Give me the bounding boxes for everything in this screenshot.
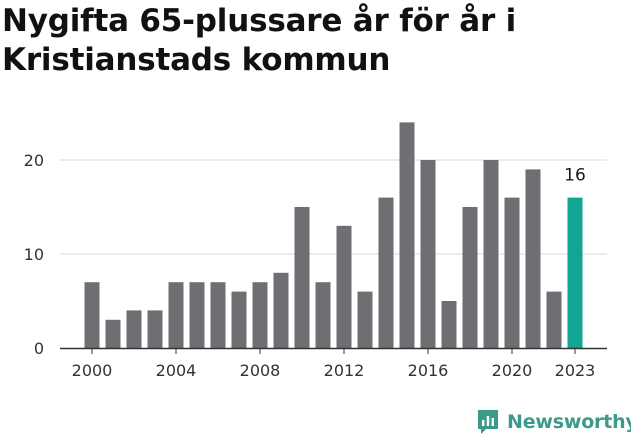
bar-2019 xyxy=(483,160,499,348)
bar-2016 xyxy=(420,160,436,348)
bar-2011 xyxy=(315,282,331,348)
bar-2014 xyxy=(378,197,394,348)
data-label-2023: 16 xyxy=(564,166,586,186)
newsworthy-logo: Newsworthy xyxy=(476,408,631,436)
x-tick-label-2020: 2020 xyxy=(492,361,533,380)
bar-2000 xyxy=(84,282,100,348)
bar-2017 xyxy=(441,301,457,348)
bar-2006 xyxy=(210,282,226,348)
bar-2008 xyxy=(252,282,268,348)
x-tick-label-2008: 2008 xyxy=(240,361,281,380)
bar-2015 xyxy=(399,122,415,349)
bar-2003 xyxy=(147,310,163,348)
bar-2009 xyxy=(273,272,289,348)
bar-2023 xyxy=(567,197,583,348)
bar-2005 xyxy=(189,282,205,348)
x-tick-label-2004: 2004 xyxy=(156,361,197,380)
bar-2020 xyxy=(504,197,520,348)
bar-2013 xyxy=(357,291,373,348)
bar-2002 xyxy=(126,310,142,348)
newsworthy-logo-icon xyxy=(478,410,498,434)
bar-2021 xyxy=(525,169,541,348)
x-tick-label-2012: 2012 xyxy=(324,361,365,380)
bar-2007 xyxy=(231,291,247,348)
bar-2001 xyxy=(105,319,121,348)
x-tick-label-2023: 2023 xyxy=(555,361,596,380)
bar-2004 xyxy=(168,282,184,348)
chart-title: Nygifta 65-plussare år för år i Kristian… xyxy=(2,3,517,78)
y-tick-label-20: 20 xyxy=(24,151,44,170)
bar-2018 xyxy=(462,207,478,348)
y-tick-label-0: 0 xyxy=(34,339,44,358)
bar-2022 xyxy=(546,291,562,348)
x-tick-label-2016: 2016 xyxy=(408,361,449,380)
bar-2012 xyxy=(336,225,352,348)
y-tick-label-10: 10 xyxy=(24,245,44,264)
brand-name: Newsworthy xyxy=(507,411,631,433)
x-tick-label-2000: 2000 xyxy=(72,361,113,380)
bar-2010 xyxy=(294,207,310,348)
